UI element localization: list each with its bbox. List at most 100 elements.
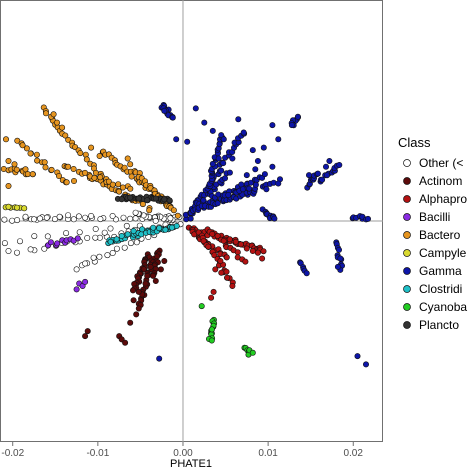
data-point xyxy=(336,162,343,169)
data-point xyxy=(235,116,242,123)
data-point xyxy=(22,213,29,220)
data-point xyxy=(127,185,134,192)
data-point xyxy=(71,178,78,185)
data-point xyxy=(198,303,205,310)
data-point xyxy=(271,215,278,222)
data-point xyxy=(128,173,135,180)
data-point xyxy=(252,166,259,173)
data-point xyxy=(288,122,295,129)
data-point xyxy=(209,127,216,134)
legend-label: Bacilli xyxy=(419,210,450,224)
data-point xyxy=(127,215,134,222)
data-point xyxy=(1,240,8,247)
data-point xyxy=(254,249,261,256)
data-point xyxy=(96,253,103,260)
data-point xyxy=(150,272,157,279)
data-point xyxy=(27,150,34,157)
data-point xyxy=(2,136,10,143)
data-point xyxy=(170,207,177,214)
data-point xyxy=(220,136,227,143)
data-point xyxy=(48,166,55,173)
legend-label: Other (< xyxy=(419,156,463,170)
data-point xyxy=(192,105,199,112)
data-point xyxy=(127,161,134,168)
legend-label: Clostridi xyxy=(419,282,462,296)
data-point xyxy=(200,197,207,204)
data-point xyxy=(269,163,276,170)
data-point xyxy=(208,294,215,301)
data-point xyxy=(42,110,49,117)
data-point xyxy=(113,236,120,243)
data-point xyxy=(31,233,38,240)
data-point xyxy=(184,138,191,145)
legend-key xyxy=(403,177,411,185)
data-point xyxy=(303,270,310,277)
series-3 xyxy=(45,235,89,293)
x-tick-label: 0.01 xyxy=(258,448,278,459)
data-point xyxy=(76,229,83,236)
legend-key xyxy=(403,195,411,203)
legend-key xyxy=(403,267,411,275)
data-point xyxy=(326,158,333,165)
data-point xyxy=(152,217,159,224)
data-point xyxy=(157,266,164,273)
data-point xyxy=(208,337,215,344)
data-point xyxy=(234,249,241,256)
data-point xyxy=(75,213,82,220)
data-point xyxy=(156,225,163,232)
data-point xyxy=(135,195,142,202)
data-point xyxy=(218,167,225,174)
data-point xyxy=(83,156,90,163)
series-8 xyxy=(198,303,256,358)
data-point xyxy=(107,238,114,245)
data-point xyxy=(249,147,256,154)
data-point xyxy=(41,159,48,166)
data-point xyxy=(147,263,154,270)
data-point xyxy=(9,217,16,224)
data-point xyxy=(109,250,116,257)
data-point xyxy=(14,217,21,224)
data-point xyxy=(252,181,259,188)
data-point xyxy=(127,319,134,326)
data-point xyxy=(97,174,104,181)
legend-label: Alphapro xyxy=(419,192,467,206)
data-point xyxy=(43,214,50,221)
data-point xyxy=(91,174,98,181)
legend-key xyxy=(403,303,411,311)
data-point xyxy=(161,257,168,264)
legend-label: Actinom xyxy=(419,174,462,188)
data-point xyxy=(92,234,99,241)
data-point xyxy=(36,215,43,222)
data-point xyxy=(226,236,233,243)
legend-label: Campyle xyxy=(419,246,467,260)
x-axis-title: PHATE1 xyxy=(170,458,212,470)
data-point xyxy=(14,249,21,256)
data-point xyxy=(169,114,176,121)
data-point xyxy=(107,225,114,232)
data-point xyxy=(73,286,80,293)
series-2 xyxy=(185,224,267,301)
data-point xyxy=(1,216,8,223)
data-point xyxy=(74,235,81,242)
data-point xyxy=(109,213,116,220)
data-point xyxy=(14,137,21,144)
data-point xyxy=(41,245,48,252)
data-point xyxy=(314,170,321,177)
data-point xyxy=(116,188,123,195)
data-point xyxy=(215,155,222,162)
data-point xyxy=(362,361,369,368)
data-point xyxy=(275,136,282,143)
data-point xyxy=(82,260,89,267)
data-point xyxy=(53,119,60,126)
data-point xyxy=(119,184,126,191)
data-point xyxy=(246,185,253,192)
data-point xyxy=(5,183,12,190)
data-point xyxy=(13,166,20,173)
data-point xyxy=(70,216,77,223)
data-point xyxy=(50,111,57,118)
data-point xyxy=(65,163,72,170)
data-point xyxy=(5,158,12,165)
data-point xyxy=(59,124,66,131)
data-point xyxy=(21,205,28,212)
x-axis-ticks: -0.02 -0.01 0.00 0.01 0.02 xyxy=(1,442,363,459)
